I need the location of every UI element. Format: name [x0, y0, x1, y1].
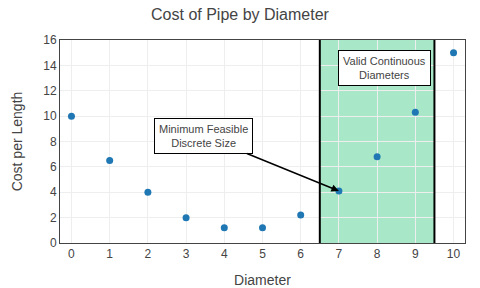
svg-text:4: 4: [221, 247, 228, 261]
svg-text:10: 10: [447, 247, 461, 261]
svg-text:1: 1: [106, 247, 113, 261]
svg-text:2: 2: [145, 247, 152, 261]
svg-text:8: 8: [50, 135, 57, 149]
svg-text:16: 16: [43, 33, 57, 47]
svg-text:9: 9: [412, 247, 419, 261]
svg-text:14: 14: [43, 59, 57, 73]
svg-text:0: 0: [50, 236, 57, 250]
svg-text:Minimum FeasibleDiscrete Size: Minimum FeasibleDiscrete Size: [159, 123, 248, 149]
svg-text:Cost per Length: Cost per Length: [9, 92, 25, 192]
svg-text:12: 12: [43, 84, 57, 98]
svg-text:6: 6: [297, 247, 304, 261]
svg-text:3: 3: [183, 247, 190, 261]
svg-text:Diameter: Diameter: [234, 272, 291, 288]
svg-text:4: 4: [50, 185, 57, 199]
svg-text:8: 8: [374, 247, 381, 261]
svg-text:5: 5: [259, 247, 266, 261]
svg-text:Cost of Pipe by Diameter: Cost of Pipe by Diameter: [151, 6, 330, 23]
svg-text:Valid ContinuousDiameters: Valid ContinuousDiameters: [343, 55, 426, 81]
svg-text:7: 7: [336, 247, 343, 261]
svg-text:2: 2: [50, 211, 57, 225]
svg-text:10: 10: [43, 109, 57, 123]
svg-text:0: 0: [68, 247, 75, 261]
svg-text:6: 6: [50, 160, 57, 174]
